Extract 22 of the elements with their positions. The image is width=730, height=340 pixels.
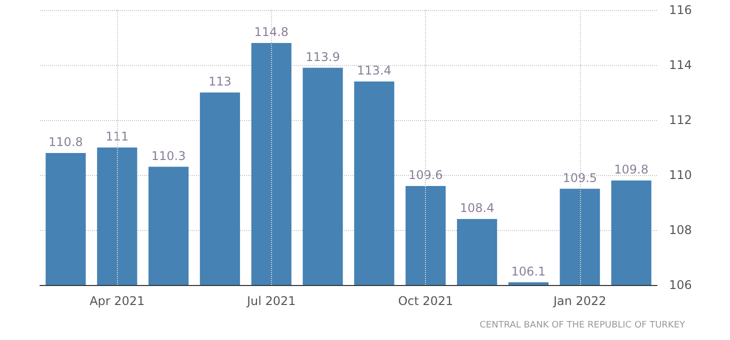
data-label: 110.3 [151,148,186,163]
data-label: 108.4 [460,201,494,215]
data-label: 110.8 [48,135,83,149]
data-label: 109.6 [408,168,443,182]
y-tick-label: 108 [669,223,692,237]
y-tick-label: 112 [669,113,692,127]
x-tick-label: Jul 2021 [246,294,296,308]
data-label: 113 [208,74,232,88]
x-tick-label: Apr 2021 [90,294,145,308]
data-label: 109.8 [614,162,648,176]
y-tick-label: 110 [669,168,692,182]
data-label: 109.5 [562,170,598,185]
data-label: 114.8 [254,25,289,39]
text: CENTRAL BANK OF THE REPUBLIC OF TURKEY [480,320,686,330]
data-label: 106.1 [511,264,546,278]
y-tick-label: 106 [669,278,692,292]
data-label: 113.9 [306,50,340,64]
data-label: 113.4 [357,64,392,78]
x-tick-label: Oct 2021 [398,294,454,308]
y-tick-label: 116 [669,3,692,17]
y-tick-label: 114 [669,58,692,72]
x-tick-label: Jan 2022 [552,294,606,308]
